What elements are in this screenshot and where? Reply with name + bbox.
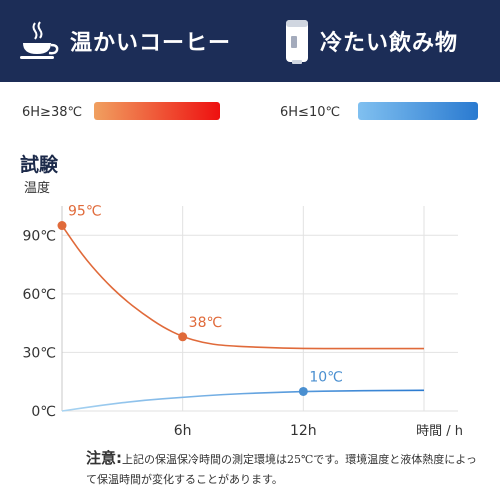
data-point (57, 221, 67, 231)
x-tick-label: 12h (290, 423, 317, 439)
x-axis-label: 時間 / h (416, 424, 463, 439)
series-line-0 (61, 225, 424, 350)
hot-drink-label: 温かいコーヒー (70, 31, 232, 56)
y-tick-label: 90℃ (22, 228, 56, 244)
hot-legend-bar (94, 102, 220, 120)
chart-labels: 95℃ 38℃ 10℃ (68, 204, 343, 386)
data-label: 38℃ (189, 315, 223, 331)
chart-axes: 6h 12h 0℃ 30℃ 60℃ 90℃ 時間 / h (22, 206, 463, 439)
data-label: 95℃ (68, 204, 102, 220)
series-line-1 (61, 389, 425, 412)
cold-drink-label: 冷たい飲み物 (320, 31, 459, 56)
tumbler-icon (286, 20, 308, 64)
y-tick-label: 30℃ (22, 345, 56, 361)
note-block: 注意:上記の保温保冷時間の測定環境は25℃です。環境温度と液体熱度によって保温時… (86, 448, 486, 490)
data-point (178, 332, 188, 342)
header-banner: 温かいコーヒー 冷たい飲み物 (0, 0, 500, 82)
data-point (298, 386, 308, 396)
note-text: 上記の保温保冷時間の測定環境は25℃です。環境温度と液体熱度によって保温時間が変… (86, 453, 477, 486)
y-axis-caption: 温度 (24, 181, 51, 196)
coffee-cup-icon (20, 21, 59, 59)
y-tick-label: 0℃ (31, 404, 56, 420)
chart-grid (62, 206, 458, 412)
note-head: 注意: (86, 449, 122, 467)
hot-legend-label: 6H≥38℃ (22, 105, 83, 120)
x-tick-label: 6h (174, 423, 192, 439)
chart-title: 試験 (20, 154, 59, 176)
chart-series (57, 221, 425, 412)
data-label: 10℃ (309, 369, 343, 385)
y-tick-label: 60℃ (22, 287, 56, 303)
cold-drink-label-group: 冷たい飲み物 (282, 0, 458, 82)
cold-legend-label: 6H≤10℃ (280, 105, 341, 120)
hot-drink-label-group: 温かいコーヒー (18, 0, 231, 82)
cold-legend-bar (358, 102, 478, 120)
